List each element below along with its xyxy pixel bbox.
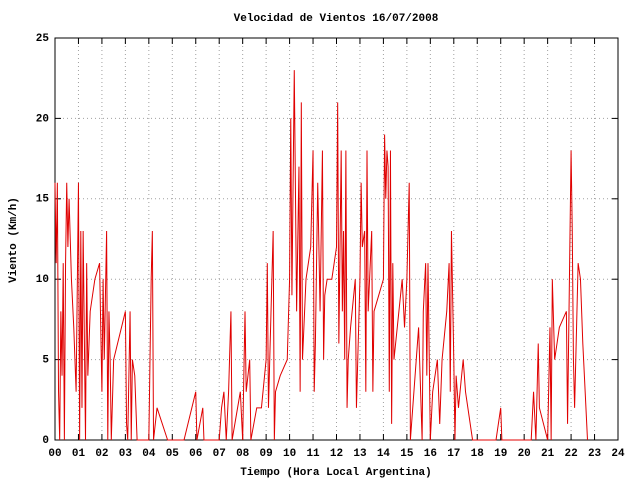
- x-tick-label: 15: [400, 448, 414, 460]
- x-tick-label: 22: [564, 448, 577, 460]
- x-tick-label: 07: [213, 448, 226, 460]
- x-tick-label: 21: [541, 448, 555, 460]
- y-tick-label: 25: [36, 33, 50, 45]
- x-tick-label: 24: [611, 448, 625, 460]
- x-tick-label: 17: [447, 448, 460, 460]
- x-tick-label: 12: [330, 448, 343, 460]
- y-tick-label: 5: [42, 355, 49, 367]
- x-tick-label: 06: [189, 448, 202, 460]
- x-tick-label: 23: [588, 448, 602, 460]
- x-tick-label: 16: [424, 448, 437, 460]
- x-tick-label: 14: [377, 448, 391, 460]
- y-tick-label: 15: [36, 194, 50, 206]
- x-tick-label: 03: [119, 448, 133, 460]
- chart-title: Velocidad de Vientos 16/07/2008: [234, 13, 439, 25]
- x-tick-label: 11: [306, 448, 320, 460]
- x-tick-label: 05: [166, 448, 180, 460]
- y-tick-label: 0: [42, 435, 49, 447]
- x-tick-label: 18: [471, 448, 485, 460]
- x-tick-label: 10: [283, 448, 296, 460]
- x-tick-label: 04: [142, 448, 156, 460]
- x-tick-label: 19: [494, 448, 507, 460]
- x-tick-label: 20: [518, 448, 531, 460]
- plot-frame: [54, 37, 619, 441]
- x-tick-label: 08: [236, 448, 250, 460]
- x-tick-label: 00: [48, 448, 61, 460]
- y-tick-label: 10: [36, 274, 49, 286]
- y-axis-label: Viento (Km/h): [8, 197, 20, 283]
- data-line: [54, 70, 588, 441]
- x-axis-label: Tiempo (Hora Local Argentina): [240, 467, 431, 479]
- x-tick-label: 01: [72, 448, 86, 460]
- x-tick-label: 09: [260, 448, 273, 460]
- x-tick-label: 13: [353, 448, 367, 460]
- y-tick-label: 20: [36, 113, 49, 125]
- x-tick-label: 02: [95, 448, 108, 460]
